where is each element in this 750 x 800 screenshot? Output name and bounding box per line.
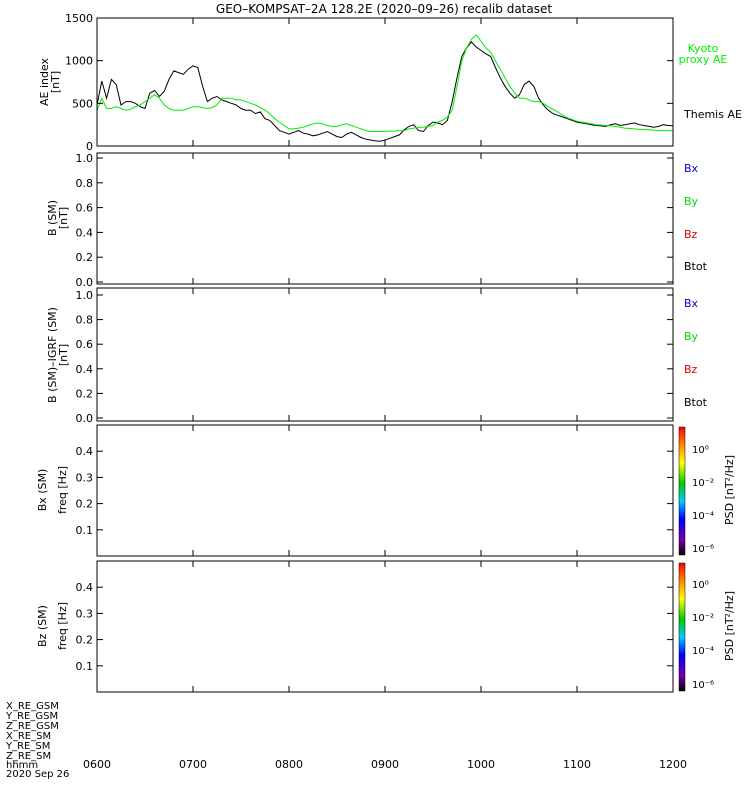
bigrf-yunit: [nT] [57, 344, 70, 366]
bigrf-ylabel: B (SM)–IGRF (SM) [46, 307, 59, 403]
b-yunit: [nT] [57, 207, 70, 229]
bz-ytick-label: 0.2 [76, 634, 94, 647]
bz-colorbar-label: PSD [nT²/Hz] [723, 591, 736, 661]
b-frame [96, 152, 674, 285]
bx-ytick-label: 0.4 [76, 445, 94, 458]
ae-legend-kyoto: Kyoto [688, 42, 719, 55]
row-label-hhmm: hhmm [6, 760, 38, 771]
ae-legend-proxy: proxy AE [679, 53, 728, 66]
bx-spec-panel: 0.1 0.2 0.3 0.4 Bx (SM) freq [Hz] 10⁰ 10⁻² … [36, 424, 736, 557]
bz-cb-tick-6: 10⁻⁶ [692, 680, 714, 691]
row-label-z-re-sm: Z_RE_SM [6, 751, 51, 762]
b-ytick-label: 0.6 [76, 202, 94, 215]
bz-y-ticks: 0.1 0.2 0.3 0.4 [76, 581, 673, 673]
row-label-x-re-sm: X_RE_SM [6, 731, 51, 742]
row-label-z-re-gsm: Z_RE_GSM [6, 721, 59, 732]
bigrf-ytick-label: 0.4 [76, 363, 94, 376]
x-axis-ticks: 0600 0700 0800 0900 1000 1100 1200 [83, 18, 687, 771]
ae-ytick-label: 500 [72, 97, 93, 110]
bigrf-legend-bx: Bx [684, 297, 699, 310]
x-tick-label: 0800 [275, 758, 303, 771]
ae-ytick-label: 1000 [65, 55, 93, 68]
bz-spec-panel: 0.1 0.2 0.3 0.4 Bz (SM) freq [Hz] 10⁰ 10⁻² … [36, 560, 736, 693]
bx-ytick-label: 0.1 [76, 524, 94, 537]
chart-title: GEO–KOMPSAT–2A 128.2E (2020–09–26) recal… [216, 2, 552, 16]
b-ylabel: B (SM) [46, 200, 59, 236]
b-y-ticks: 0.0 0.2 0.4 0.6 0.8 1.0 [76, 152, 673, 289]
b-ytick-label: 0.4 [76, 226, 94, 239]
bx-ylabel-freq: freq [Hz] [56, 466, 69, 514]
bigrf-ytick-label: 1.0 [76, 289, 94, 302]
bigrf-frame [96, 287, 674, 422]
bz-colorbar [678, 562, 686, 692]
b-ytick-label: 0.0 [76, 276, 94, 289]
row-label-x-re-gsm: X_RE_GSM [6, 701, 59, 712]
ae-frame [96, 17, 674, 147]
bx-spec-frame [96, 424, 674, 557]
bz-cb-tick-4: 10⁻⁴ [692, 646, 714, 657]
bz-colorbar-ticks: 10⁰ 10⁻² 10⁻⁴ 10⁻⁶ [692, 580, 714, 691]
bx-colorbar-label: PSD [nT²/Hz] [723, 455, 736, 525]
b-ytick-label: 1.0 [76, 152, 94, 165]
x-tick-label: 1000 [467, 758, 495, 771]
bigrf-ytick-label: 0.6 [76, 338, 94, 351]
bz-ylabel-freq: freq [Hz] [56, 602, 69, 650]
bx-cb-tick-2: 10⁻² [692, 478, 714, 489]
bx-cb-tick-4: 10⁻⁴ [692, 511, 714, 522]
bx-cb-tick-6: 10⁻⁶ [692, 544, 714, 555]
x-tick-label: 0700 [179, 758, 207, 771]
bigrf-ytick-label: 0.0 [76, 412, 94, 425]
ae-ytick-label: 1500 [65, 12, 93, 25]
b-legend-btot: Btot [684, 260, 708, 273]
bx-colorbar [678, 426, 686, 556]
bx-colorbar-ticks: 10⁰ 10⁻² 10⁻⁴ 10⁻⁶ [692, 445, 714, 555]
bz-cb-tick-0: 10⁰ [692, 580, 709, 591]
bz-spec-frame [96, 560, 674, 693]
row-label-y-re-gsm: Y_RE_GSM [5, 711, 58, 722]
bx-ylabel: Bx (SM) [36, 469, 49, 512]
ae-ylabel: AE index [38, 57, 51, 106]
bx-y-ticks: 0.1 0.2 0.3 0.4 [76, 445, 673, 537]
bz-ytick-label: 0.3 [76, 607, 94, 620]
x-tick-label: 0600 [83, 758, 111, 771]
ae-legend-themis: Themis AE [683, 108, 742, 121]
ae-y-ticks: 0 500 1000 1500 [65, 12, 673, 153]
x-tick-label: 1100 [563, 758, 591, 771]
bz-ylabel: Bz (SM) [36, 605, 49, 647]
bx-ytick-label: 0.3 [76, 471, 94, 484]
b-legend-by: By [684, 195, 699, 208]
bigrf-ytick-label: 0.2 [76, 387, 94, 400]
bx-ytick-label: 0.2 [76, 498, 94, 511]
x-tick-label: 0900 [371, 758, 399, 771]
ae-series-group [96, 34, 674, 142]
b-legend-bx: Bx [684, 162, 699, 175]
bigrf-legend-bz: Bz [684, 363, 698, 376]
ae-ytick-label: 0 [86, 140, 93, 153]
bigrf-y-ticks: 0.0 0.2 0.4 0.6 0.8 1.0 [76, 289, 673, 425]
bigrf-legend-by: By [684, 330, 699, 343]
b-ytick-label: 0.8 [76, 177, 94, 190]
ae-panel: 0 500 1000 1500 AE index [nT] Kyoto proxy A… [38, 12, 742, 153]
bx-cb-tick-0: 10⁰ [692, 445, 709, 456]
row-label-y-re-sm: Y_RE_SM [5, 741, 50, 752]
x-axis-row-labels: X_RE_GSM Y_RE_GSM Z_RE_GSM X_RE_SM Y_RE_… [5, 701, 69, 780]
bz-ytick-label: 0.4 [76, 581, 94, 594]
x-tick-label: 1200 [659, 758, 687, 771]
ae-series-line-kyoto [96, 34, 674, 132]
row-label-date: 2020 Sep 26 [6, 769, 69, 780]
b-ytick-label: 0.2 [76, 251, 94, 264]
b-legend-bz: Bz [684, 228, 698, 241]
b-panel: 0.00.20.40.60.81.0 B (SM) [nT] Bx By Bz … [46, 152, 708, 289]
bigrf-panel: 0.0 0.2 0.4 0.6 0.8 1.0 B (SM)–IGRF (SM) [nT]… [46, 287, 708, 425]
bigrf-ytick-label: 0.8 [76, 314, 94, 327]
bz-ytick-label: 0.1 [76, 660, 94, 673]
bigrf-legend-btot: Btot [684, 396, 708, 409]
bz-cb-tick-2: 10⁻² [692, 613, 714, 624]
ae-yunit: [nT] [49, 71, 62, 93]
ae-series-line-themis [96, 41, 674, 142]
